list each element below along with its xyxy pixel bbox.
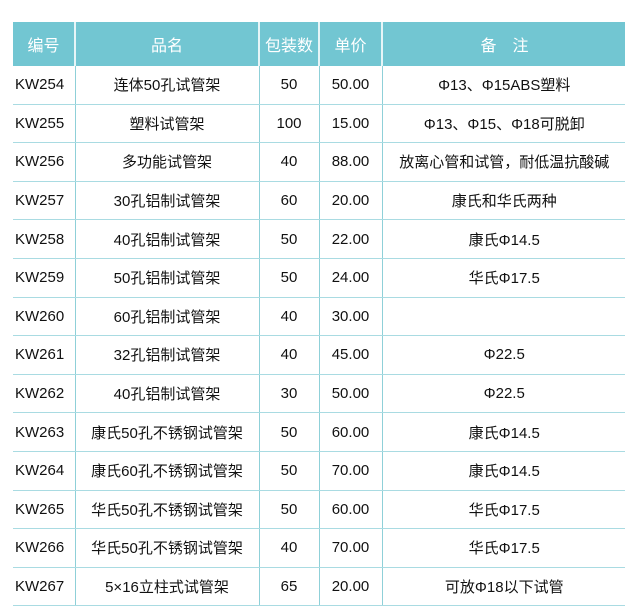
header-name: 品名 [74,22,259,66]
cell-note: 华氏Φ17.5 [381,258,625,298]
cell-note: 可放Φ18以下试管 [381,567,625,607]
cell-note: 放离心管和试管，耐低温抗酸碱 [381,142,625,182]
cell-code: KW265 [13,490,75,530]
table-row: KW265 华氏50孔不锈钢试管架 50 60.00 华氏Φ17.5 [13,490,625,530]
cell-price: 45.00 [318,335,382,375]
cell-pack: 50 [258,66,319,105]
cell-code: KW256 [13,142,75,182]
cell-pack: 40 [258,335,319,375]
cell-code: KW263 [13,412,75,452]
cell-code: KW257 [13,181,75,221]
cell-name: 50孔铝制试管架 [74,258,259,298]
cell-price: 20.00 [318,567,382,607]
header-price: 单价 [318,22,382,66]
cell-name: 30孔铝制试管架 [74,181,259,221]
cell-name: 60孔铝制试管架 [74,297,259,337]
cell-code: KW267 [13,567,75,607]
cell-note: Φ13、Φ15、Φ18可脱卸 [381,104,625,144]
cell-name: 多功能试管架 [74,142,259,182]
table-row: KW256 多功能试管架 40 88.00 放离心管和试管，耐低温抗酸碱 [13,142,625,182]
cell-note: 康氏Φ14.5 [381,412,625,452]
header-pack: 包装数 [258,22,319,66]
cell-pack: 40 [258,297,319,337]
cell-code: KW260 [13,297,75,337]
cell-pack: 50 [258,490,319,530]
table-row: KW263 康氏50孔不锈钢试管架 50 60.00 康氏Φ14.5 [13,412,625,452]
cell-pack: 50 [258,451,319,491]
cell-price: 22.00 [318,219,382,259]
cell-pack: 30 [258,374,319,414]
table-row: KW266 华氏50孔不锈钢试管架 40 70.00 华氏Φ17.5 [13,528,625,568]
cell-pack: 50 [258,412,319,452]
cell-price: 50.00 [318,374,382,414]
cell-price: 70.00 [318,528,382,568]
cell-price: 50.00 [318,66,382,105]
product-table: 编号 品名 包装数 单价 备 注 KW254 连体50孔试管架 50 50.00 Φ13… [13,22,625,607]
cell-name: 华氏50孔不锈钢试管架 [74,528,259,568]
cell-note: 康氏Φ14.5 [381,451,625,491]
table-row: KW262 40孔铝制试管架 30 50.00 Φ22.5 [13,374,625,414]
table-row: KW260 60孔铝制试管架 40 30.00 [13,297,625,337]
table-row: KW261 32孔铝制试管架 40 45.00 Φ22.5 [13,335,625,375]
cell-name: 康氏60孔不锈钢试管架 [74,451,259,491]
table-row: KW254 连体50孔试管架 50 50.00 Φ13、Φ15ABS塑料 [13,66,625,105]
cell-pack: 50 [258,258,319,298]
header-row: 编号 品名 包装数 单价 备 注 [13,22,625,66]
cell-code: KW258 [13,219,75,259]
cell-price: 24.00 [318,258,382,298]
cell-note: 华氏Φ17.5 [381,528,625,568]
cell-note: Φ13、Φ15ABS塑料 [381,66,625,105]
cell-note: Φ22.5 [381,374,625,414]
cell-code: KW266 [13,528,75,568]
table-row: KW264 康氏60孔不锈钢试管架 50 70.00 康氏Φ14.5 [13,451,625,491]
cell-name: 塑料试管架 [74,104,259,144]
cell-note: Φ22.5 [381,335,625,375]
table-row: KW255 塑料试管架 100 15.00 Φ13、Φ15、Φ18可脱卸 [13,104,625,144]
cell-name: 连体50孔试管架 [74,66,259,105]
cell-code: KW264 [13,451,75,491]
cell-note: 康氏Φ14.5 [381,219,625,259]
table-row: KW267 5×16立柱式试管架 65 20.00 可放Φ18以下试管 [13,567,625,607]
cell-price: 20.00 [318,181,382,221]
cell-price: 60.00 [318,412,382,452]
cell-pack: 100 [258,104,319,144]
cell-code: KW254 [13,66,75,105]
cell-price: 88.00 [318,142,382,182]
cell-price: 30.00 [318,297,382,337]
cell-code: KW259 [13,258,75,298]
header-code: 编号 [13,22,75,66]
cell-pack: 40 [258,142,319,182]
cell-price: 70.00 [318,451,382,491]
cell-name: 40孔铝制试管架 [74,374,259,414]
cell-note: 康氏和华氏两种 [381,181,625,221]
cell-price: 60.00 [318,490,382,530]
cell-name: 华氏50孔不锈钢试管架 [74,490,259,530]
table-row: KW259 50孔铝制试管架 50 24.00 华氏Φ17.5 [13,258,625,298]
cell-price: 15.00 [318,104,382,144]
cell-code: KW261 [13,335,75,375]
table-row: KW257 30孔铝制试管架 60 20.00 康氏和华氏两种 [13,181,625,221]
table-row: KW258 40孔铝制试管架 50 22.00 康氏Φ14.5 [13,219,625,259]
cell-pack: 50 [258,219,319,259]
cell-note [381,297,625,337]
cell-note: 华氏Φ17.5 [381,490,625,530]
cell-pack: 40 [258,528,319,568]
cell-name: 康氏50孔不锈钢试管架 [74,412,259,452]
cell-code: KW255 [13,104,75,144]
cell-pack: 65 [258,567,319,607]
cell-name: 40孔铝制试管架 [74,219,259,259]
header-note: 备 注 [381,22,625,66]
cell-code: KW262 [13,374,75,414]
cell-name: 32孔铝制试管架 [74,335,259,375]
cell-name: 5×16立柱式试管架 [74,567,259,607]
cell-pack: 60 [258,181,319,221]
